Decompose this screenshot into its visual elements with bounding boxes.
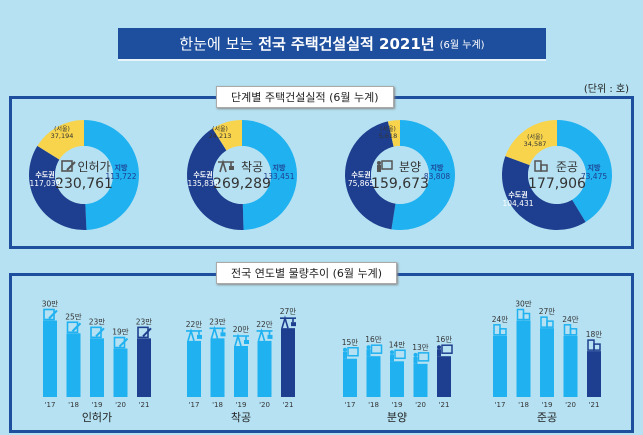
- stage-section-title: 단계별 주택건설실적 (6월 누계): [216, 86, 394, 108]
- stage-panel: [9, 96, 634, 249]
- banner-suffix: (6월 누계): [439, 40, 485, 51]
- banner-prefix: 한눈에 보는: [179, 35, 254, 53]
- unit-label: (단위 : 호): [583, 84, 629, 95]
- banner-title: 전국 주택건설실적 2021년: [258, 35, 435, 53]
- trend-section-title: 전국 연도별 물량추이 (6월 누계): [216, 262, 398, 284]
- trend-panel: [9, 273, 634, 433]
- title-banner: 한눈에 보는 전국 주택건설실적 2021년 (6월 누계): [118, 28, 546, 61]
